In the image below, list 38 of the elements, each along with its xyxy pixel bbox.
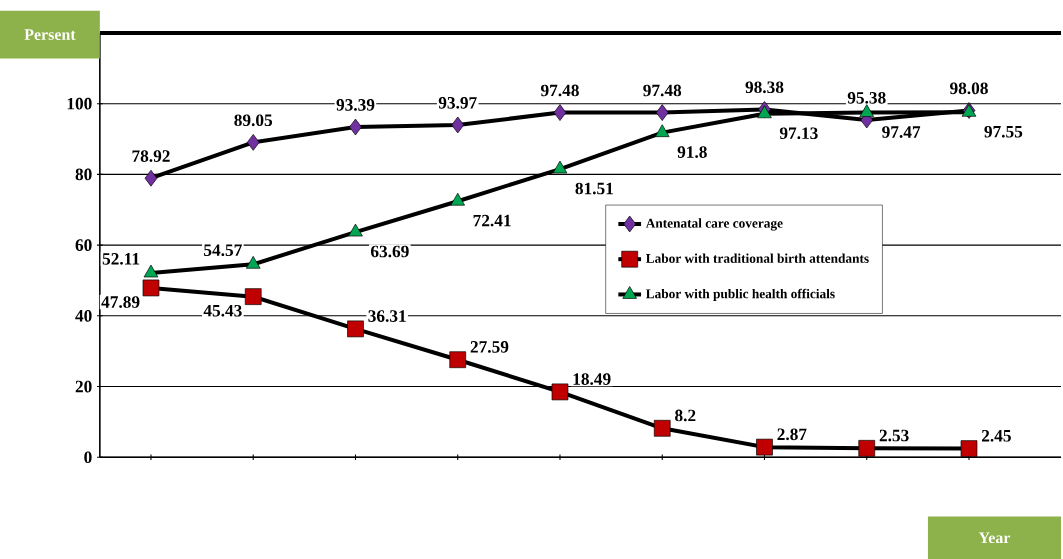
data-label: 89.05 (234, 114, 273, 127)
y-tick-label: 0 (84, 451, 92, 464)
data-label: 93.39 (336, 99, 375, 111)
y-tick-label: 60 (75, 239, 92, 251)
data-label: 54.57 (204, 244, 242, 256)
data-label: 97.13 (779, 127, 818, 140)
y-tick-label: 20 (75, 380, 92, 393)
y-axis-title: Persent (24, 29, 76, 40)
data-label: 47.89 (101, 296, 140, 308)
data-label: 8.2 (675, 409, 696, 422)
legend-label: Labor with traditional birth attendants (645, 253, 869, 263)
y-tick-label: 80 (75, 168, 92, 181)
data-label: 81.51 (575, 182, 613, 195)
y-tick-label: 100 (67, 97, 92, 110)
legend-label: Antenatal care coverage (645, 218, 783, 231)
data-label: 93.97 (438, 96, 477, 109)
data-label: 2.53 (879, 429, 909, 442)
data-label: 2.45 (981, 429, 1011, 442)
data-label: 91.8 (677, 146, 707, 158)
data-label: 27.59 (470, 341, 509, 353)
data-label: 97.47 (882, 126, 921, 138)
x-axis-title: Year (978, 532, 1011, 544)
data-label: 63.69 (370, 245, 409, 258)
legend-label: Labor with public health officials (645, 288, 835, 301)
data-label: 72.41 (473, 214, 511, 227)
data-label: 36.31 (368, 310, 406, 322)
data-label: 95.38 (847, 91, 886, 104)
data-label: 97.55 (984, 125, 1023, 138)
data-label: 45.43 (203, 304, 242, 317)
data-label: 98.08 (950, 82, 988, 95)
data-label: 52.11 (102, 252, 140, 265)
data-label: 98.38 (745, 81, 784, 94)
data-label: 97.48 (643, 84, 682, 97)
data-label: 2.87 (777, 428, 807, 441)
y-tick-label: 40 (75, 309, 92, 322)
data-label: 97.48 (540, 84, 579, 97)
data-label: 18.49 (573, 373, 611, 385)
data-label: 78.92 (132, 150, 170, 162)
